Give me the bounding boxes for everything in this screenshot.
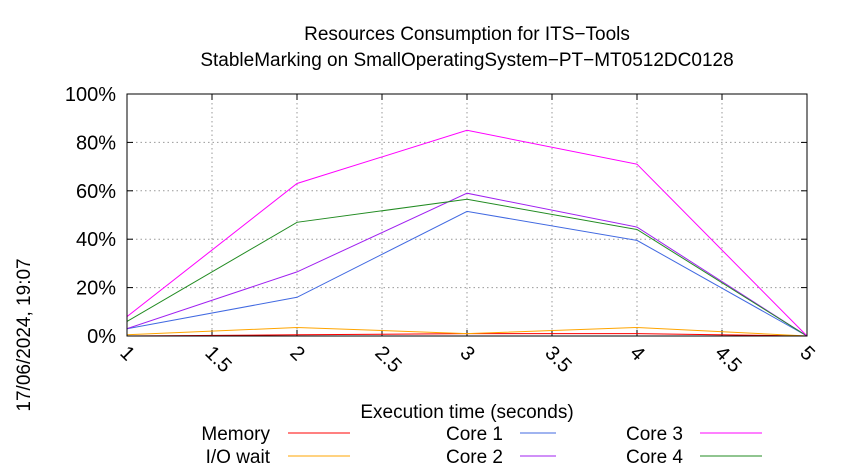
x-tick-label: 3 bbox=[455, 342, 478, 365]
chart-title: Resources Consumption for ITS−Tools bbox=[304, 24, 630, 45]
legend-label: Core 1 bbox=[446, 424, 503, 445]
series-line-core-3 bbox=[126, 129, 808, 337]
y-tick-label: 20% bbox=[76, 278, 116, 300]
x-tick-label: 4.5 bbox=[710, 342, 745, 377]
legend-label: Core 4 bbox=[626, 447, 683, 468]
series-line-core-4 bbox=[126, 198, 808, 337]
plot-border bbox=[126, 93, 808, 337]
y-tick-label: 40% bbox=[76, 229, 116, 251]
y-tick-label: 100% bbox=[65, 84, 116, 106]
x-tick-label: 1 bbox=[115, 342, 138, 365]
x-axis-label: Execution time (seconds) bbox=[360, 402, 573, 423]
series-line-i-o-wait bbox=[126, 326, 808, 337]
y-tick-label: 60% bbox=[76, 181, 116, 203]
x-tick-label: 5 bbox=[795, 342, 818, 365]
series-line-core-2 bbox=[126, 192, 808, 337]
legend-label: Core 2 bbox=[446, 447, 503, 468]
y-tick-label: 80% bbox=[76, 132, 116, 154]
legend-label: I/O wait bbox=[206, 447, 271, 468]
legend-label: Memory bbox=[201, 424, 270, 445]
series-lines bbox=[126, 129, 808, 337]
x-tick-label: 2.5 bbox=[370, 342, 405, 377]
series-line-core-1 bbox=[126, 210, 808, 337]
x-tick-label: 4 bbox=[625, 342, 648, 365]
grid-lines bbox=[127, 94, 807, 336]
x-tick-label: 3.5 bbox=[540, 342, 575, 377]
x-tick-label: 2 bbox=[285, 342, 308, 365]
legend-label: Core 3 bbox=[626, 424, 683, 445]
chart-subtitle: StableMarking on SmallOperatingSystem−PT… bbox=[200, 50, 733, 71]
y-axis-ticks: 0% 20% 40% 60% 80% 100% bbox=[65, 84, 807, 348]
timestamp: 17/06/2024, 19:07 bbox=[14, 258, 35, 411]
x-tick-label: 1.5 bbox=[200, 342, 235, 377]
y-tick-label: 0% bbox=[87, 326, 116, 348]
